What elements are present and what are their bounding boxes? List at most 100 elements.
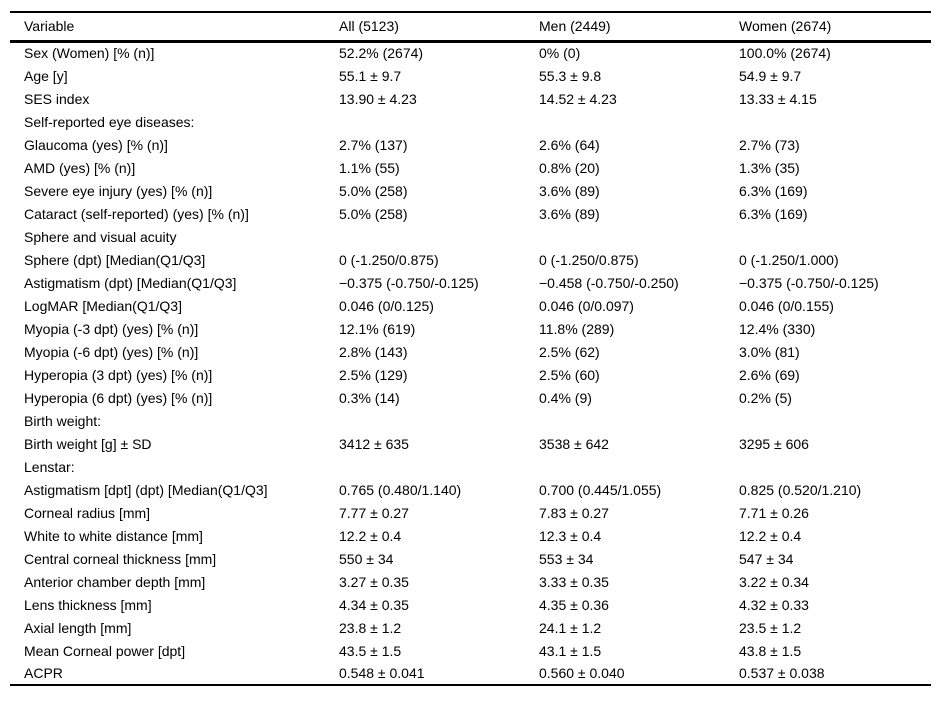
- cell-women: 6.3% (169): [739, 205, 808, 222]
- cell-men: 0.560 ± 0.040: [539, 665, 625, 681]
- cell-women: 54.9 ± 9.7: [739, 67, 802, 84]
- cell-variable: Central corneal thickness [mm]: [24, 550, 217, 567]
- table-row: Hyperopia (6 dpt) (yes) [% (n)] 0.3% (14)…: [10, 386, 931, 409]
- cell-men: 43.1 ± 1.5: [539, 642, 602, 659]
- section-label-row: Birth weight:: [10, 409, 931, 432]
- cell-men: 2.6% (64): [539, 136, 600, 153]
- table-row: Astigmatism [dpt] (dpt) [Median(Q1/Q3] 0.…: [10, 478, 931, 501]
- header-row: Variable All (5123) Men (2449) Women (26…: [10, 12, 931, 43]
- cell-all: 0.548 ± 0.041: [339, 665, 425, 681]
- cell-men: 0.700 (0.445/1.055): [539, 481, 662, 498]
- cell-variable: Myopia (-6 dpt) (yes) [% (n)]: [24, 343, 199, 360]
- cohort-statistics-table-wrap: Variable All (5123) Men (2449) Women (26…: [10, 11, 931, 686]
- cell-all: 52.2% (2674): [339, 45, 424, 62]
- cell-women: 4.32 ± 0.33: [739, 596, 809, 613]
- cell-men: 7.83 ± 0.27: [539, 504, 609, 521]
- column-header-variable: Variable: [10, 12, 339, 43]
- cell-women: 0.046 (0/0.155): [739, 297, 834, 314]
- table-body: Sex (Women) [% (n)] 52.2% (2674) 0% (0) 100…: [10, 41, 931, 685]
- cell-men: [539, 225, 739, 248]
- cell-all: 3412 ± 635: [339, 435, 409, 452]
- table-row: ACPR 0.548 ± 0.041 0.560 ± 0.040 0.537 ± 0.…: [10, 662, 931, 685]
- cell-variable: LogMAR [Median(Q1/Q3]: [24, 297, 182, 314]
- table-row: Axial length [mm] 23.8 ± 1.2 24.1 ± 1.2 23.…: [10, 616, 931, 639]
- cell-variable: SES index: [24, 90, 90, 107]
- cell-variable: Astigmatism (dpt) [Median(Q1/Q3]: [24, 274, 237, 291]
- cell-variable: Corneal radius [mm]: [24, 504, 151, 521]
- cell-all: 12.1% (619): [339, 320, 416, 337]
- cell-variable: Severe eye injury (yes) [% (n)]: [24, 182, 213, 199]
- cell-variable: Lenstar:: [24, 458, 75, 475]
- cell-women: [739, 455, 931, 478]
- cell-women: 13.33 ± 4.15: [739, 90, 817, 107]
- table-row: LogMAR [Median(Q1/Q3] 0.046 (0/0.125) 0.04…: [10, 294, 931, 317]
- cell-all: 1.1% (55): [339, 159, 400, 176]
- cell-women: 43.8 ± 1.5: [739, 642, 802, 659]
- table-row: Central corneal thickness [mm] 550 ± 34 55…: [10, 547, 931, 570]
- cell-women: 12.2 ± 0.4: [739, 527, 802, 544]
- cell-variable: Anterior chamber depth [mm]: [24, 573, 206, 590]
- cell-men: 24.1 ± 1.2: [539, 619, 602, 636]
- cell-all: −0.375 (-0.750/-0.125): [339, 274, 479, 291]
- cell-variable: Axial length [mm]: [24, 619, 132, 636]
- table-row: Sphere (dpt) [Median(Q1/Q3] 0 (-1.250/0.8…: [10, 248, 931, 271]
- cell-variable: Sphere (dpt) [Median(Q1/Q3]: [24, 251, 206, 268]
- table-row: Mean Corneal power [dpt] 43.5 ± 1.5 43.1 ±…: [10, 639, 931, 662]
- cell-women: [739, 225, 931, 248]
- cell-all: 7.77 ± 0.27: [339, 504, 409, 521]
- cell-women: [739, 409, 931, 432]
- cell-women: 100.0% (2674): [739, 45, 831, 62]
- table-row: Corneal radius [mm] 7.77 ± 0.27 7.83 ± 0.2…: [10, 501, 931, 524]
- cell-all: 2.7% (137): [339, 136, 408, 153]
- table-row: Lens thickness [mm] 4.34 ± 0.35 4.35 ± 0.3…: [10, 593, 931, 616]
- cell-women: 0.825 (0.520/1.210): [739, 481, 862, 498]
- cell-all: 13.90 ± 4.23: [339, 90, 417, 107]
- cell-variable: Hyperopia (6 dpt) (yes) [% (n)]: [24, 389, 213, 406]
- table-row: Myopia (-6 dpt) (yes) [% (n)] 2.8% (143) 2…: [10, 340, 931, 363]
- cell-women: 547 ± 34: [739, 550, 794, 567]
- cell-variable: Cataract (self-reported) (yes) [% (n)]: [24, 205, 249, 222]
- cell-women: 12.4% (330): [739, 320, 816, 337]
- table-row: White to white distance [mm] 12.2 ± 0.4 12…: [10, 524, 931, 547]
- cell-men: 3.6% (89): [539, 205, 600, 222]
- table-header: Variable All (5123) Men (2449) Women (26…: [10, 12, 931, 43]
- table-row: Birth weight [g] ± SD 3412 ± 635 3538 ± 64…: [10, 432, 931, 455]
- cell-all: 0.046 (0/0.125): [339, 297, 434, 314]
- cell-all: 5.0% (258): [339, 182, 408, 199]
- cell-women: [739, 110, 931, 133]
- table-row: Hyperopia (3 dpt) (yes) [% (n)] 2.5% (129…: [10, 363, 931, 386]
- cell-men: 3538 ± 642: [539, 435, 609, 452]
- cell-women: 3.22 ± 0.34: [739, 573, 809, 590]
- cell-all: 55.1 ± 9.7: [339, 67, 402, 84]
- table-row: Glaucoma (yes) [% (n)] 2.7% (137) 2.6% (64…: [10, 133, 931, 156]
- table-row: Age [y] 55.1 ± 9.7 55.3 ± 9.8 54.9 ± 9.7: [10, 64, 931, 87]
- cell-men: 2.5% (62): [539, 343, 600, 360]
- cell-women: 7.71 ± 0.26: [739, 504, 809, 521]
- cell-men: 553 ± 34: [539, 550, 594, 567]
- cell-variable: Birth weight:: [24, 412, 102, 429]
- table-row: Severe eye injury (yes) [% (n)] 5.0% (258…: [10, 179, 931, 202]
- cell-all: 2.8% (143): [339, 343, 408, 360]
- column-header-men: Men (2449): [539, 12, 739, 43]
- cell-all: 0 (-1.250/0.875): [339, 251, 439, 268]
- cell-men: 0% (0): [539, 45, 581, 62]
- cell-variable: White to white distance [mm]: [24, 527, 203, 544]
- cell-variable: ACPR: [24, 665, 63, 681]
- cell-women: 0.2% (5): [739, 389, 792, 406]
- cell-women: 6.3% (169): [739, 182, 808, 199]
- cell-men: [539, 110, 739, 133]
- cell-variable: Age [y]: [24, 67, 68, 84]
- table-row: Sex (Women) [% (n)] 52.2% (2674) 0% (0) 100…: [10, 41, 931, 64]
- cell-all: 5.0% (258): [339, 205, 408, 222]
- cell-men: 12.3 ± 0.4: [539, 527, 602, 544]
- section-label-row: Sphere and visual acuity: [10, 225, 931, 248]
- table-row: Myopia (-3 dpt) (yes) [% (n)] 12.1% (619)…: [10, 317, 931, 340]
- cell-variable: Hyperopia (3 dpt) (yes) [% (n)]: [24, 366, 213, 383]
- column-header-all: All (5123): [339, 12, 539, 43]
- column-header-women: Women (2674): [739, 12, 931, 43]
- cell-men: −0.458 (-0.750/-0.250): [539, 274, 679, 291]
- cell-all: 3.27 ± 0.35: [339, 573, 409, 590]
- cell-variable: Lens thickness [mm]: [24, 596, 152, 613]
- cell-all: 2.5% (129): [339, 366, 408, 383]
